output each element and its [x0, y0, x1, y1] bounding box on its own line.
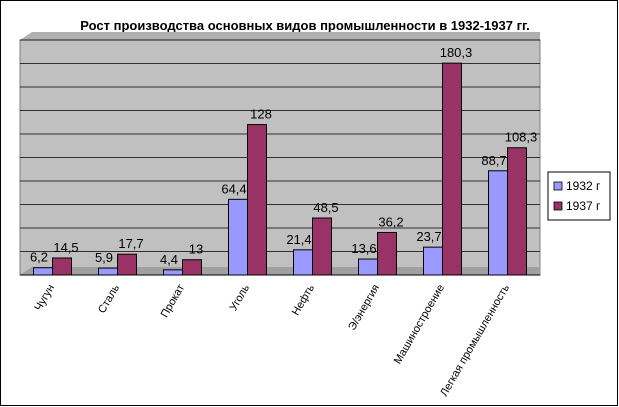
data-label: 108,3 [505, 130, 538, 145]
data-label: 17,7 [118, 236, 143, 251]
data-label: 6,2 [30, 250, 48, 265]
bar-1932-2 [163, 269, 183, 276]
bar-1937-4 [312, 217, 332, 276]
legend-box [547, 171, 611, 221]
bar-1932-1 [98, 267, 118, 276]
data-label: 128 [250, 107, 272, 122]
bar-1937-5 [377, 231, 397, 276]
data-label: 48,5 [313, 200, 338, 215]
bar-1937-3 [247, 124, 267, 276]
legend-swatch [553, 201, 563, 211]
data-labels-layer: 6,2 14,5 5,9 17,7 4,4 13 64,4 128 21,4 48,5 13,636… [30, 45, 537, 267]
bar-1937-7 [507, 147, 527, 276]
chart-title: Рост производства основных видов промышл… [80, 18, 529, 33]
plot-floor [20, 267, 540, 275]
bar-1932-6 [423, 246, 443, 276]
data-label: 88,7 [481, 153, 506, 168]
data-label: 14,5 [53, 240, 78, 255]
data-label: 180,3 [440, 45, 473, 60]
bar-1932-7 [488, 170, 508, 276]
bar-1937-6 [442, 62, 462, 276]
legend-swatch [553, 181, 563, 191]
data-label: 13,6 [351, 241, 376, 256]
legend: 1932 г 1937 г [547, 171, 611, 221]
bars-layer [33, 62, 527, 276]
data-label: 21,4 [286, 232, 311, 247]
legend-label: 1932 г [566, 179, 601, 193]
data-label: 5,9 [95, 250, 113, 265]
bar-1937-0 [52, 257, 72, 276]
bar-1937-1 [117, 253, 137, 276]
bar-1937-2 [182, 259, 202, 276]
bar-1932-3 [228, 198, 248, 276]
bar-1932-0 [33, 267, 53, 276]
data-label: 13 [189, 242, 203, 257]
bar-1932-4 [293, 249, 313, 276]
data-label: 4,4 [160, 252, 178, 267]
data-label: 36,2 [378, 214, 403, 229]
bar-1932-5 [358, 258, 378, 276]
legend-label: 1937 г [566, 199, 601, 213]
data-label: 23,7 [416, 229, 441, 244]
data-label: 64,4 [221, 181, 246, 196]
